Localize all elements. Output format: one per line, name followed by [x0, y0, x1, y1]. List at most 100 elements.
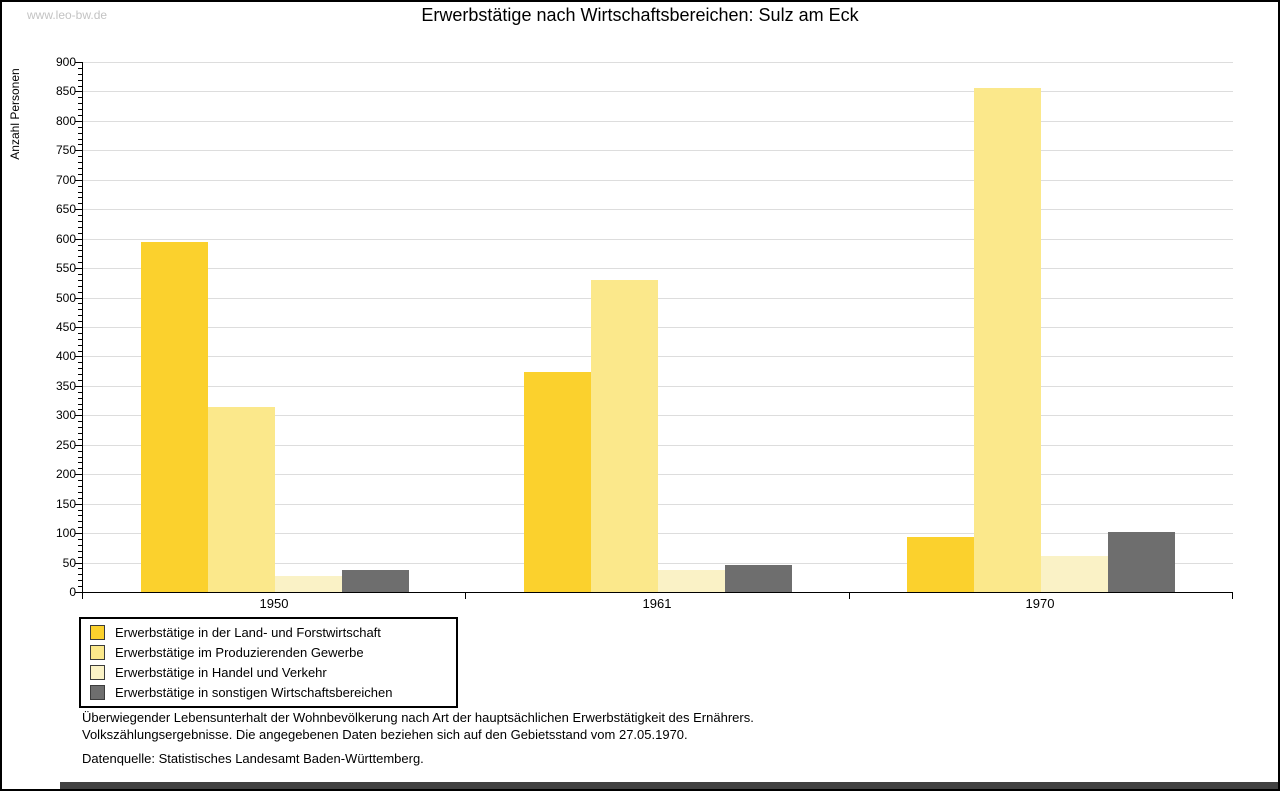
y-minor-tick: [78, 103, 82, 105]
legend-item: Erwerbstätige im Produzierenden Gewerbe: [90, 642, 456, 662]
y-major-tick-0: [75, 592, 82, 593]
y-minor-tick: [78, 486, 82, 487]
legend-swatch-land-forstwirtschaft: [90, 624, 105, 640]
y-minor-tick: [78, 309, 82, 311]
y-major-tick-50: [75, 562, 82, 564]
y-tick-label-100: 100: [55, 526, 76, 541]
y-minor-tick: [78, 527, 82, 529]
y-minor-tick: [78, 397, 82, 399]
y-major-tick-500: [75, 297, 82, 299]
bar-1961-series1: [524, 371, 591, 592]
y-minor-tick: [78, 338, 82, 340]
y-minor-tick: [78, 156, 82, 158]
y-minor-tick: [78, 497, 82, 499]
y-major-tick-800: [75, 120, 82, 122]
y-tick-label-0: 0: [69, 585, 76, 599]
y-minor-tick: [78, 362, 82, 364]
y-minor-tick: [78, 450, 82, 452]
gridline-300: [83, 415, 1233, 417]
gridline-750: [83, 150, 1233, 152]
gridline-700: [83, 179, 1233, 181]
x-tick-label-1950: 1950: [259, 596, 289, 611]
gridline-900: [83, 62, 1233, 63]
y-minor-tick: [78, 491, 82, 493]
y-minor-tick: [78, 244, 82, 246]
y-minor-tick: [78, 427, 82, 429]
bottom-scrollbar[interactable]: [60, 782, 1278, 789]
y-major-tick-200: [75, 474, 82, 476]
y-tick-label-700: 700: [55, 172, 76, 187]
x-tick-label-1970: 1970: [1025, 596, 1055, 611]
bar-1961-series3: [658, 569, 725, 592]
y-tick-label-150: 150: [55, 496, 76, 511]
y-minor-tick: [78, 291, 82, 293]
footnote-line-2: Volkszählungsergebnisse. Die angegebenen…: [82, 727, 688, 742]
legend-label: Erwerbstätige in sonstigen Wirtschaftsbe…: [115, 684, 393, 700]
y-minor-tick: [78, 403, 82, 405]
y-minor-tick: [78, 279, 82, 281]
bar-1970-series4: [1108, 531, 1176, 592]
y-major-tick-150: [75, 503, 82, 505]
y-minor-tick: [78, 85, 82, 87]
y-minor-tick: [78, 480, 82, 482]
source-note: Datenquelle: Statistisches Landesamt Bad…: [82, 751, 424, 766]
gridline-500: [83, 297, 1233, 299]
x-tick-label-1961: 1961: [642, 596, 672, 611]
y-minor-tick: [78, 274, 82, 275]
gridline-250: [83, 444, 1233, 446]
footnote-line-1: Überwiegender Lebensunterhalt der Wohnbe…: [82, 710, 754, 725]
legend-item: Erwerbstätige in sonstigen Wirtschaftsbe…: [90, 682, 456, 702]
y-minor-tick: [78, 256, 82, 258]
y-minor-tick: [78, 126, 82, 128]
y-minor-tick: [78, 303, 82, 305]
y-tick-label-650: 650: [55, 202, 76, 217]
y-tick-label-750: 750: [55, 143, 76, 158]
y-minor-tick: [78, 203, 82, 205]
y-tick-label-50: 50: [62, 555, 76, 570]
y-minor-tick: [78, 580, 82, 582]
y-minor-tick: [78, 550, 82, 552]
y-minor-tick: [78, 374, 82, 376]
x-tick: [848, 593, 850, 599]
y-tick-label-500: 500: [55, 290, 76, 305]
y-minor-tick: [78, 456, 82, 458]
y-minor-tick: [78, 515, 82, 517]
y-tick-label-350: 350: [55, 378, 76, 393]
y-tick-label-400: 400: [55, 349, 76, 364]
y-minor-tick: [78, 132, 82, 134]
y-minor-tick: [78, 67, 82, 69]
bar-1970-series3: [1041, 556, 1109, 592]
y-tick-label-600: 600: [55, 231, 76, 246]
legend-swatch-sonstige: [90, 684, 105, 700]
y-minor-tick: [78, 250, 82, 252]
y-major-tick-850: [75, 91, 82, 93]
watermark-link[interactable]: www.leo-bw.de: [27, 8, 108, 22]
y-minor-tick: [78, 262, 82, 264]
y-major-tick-100: [75, 533, 82, 535]
legend-swatch-handel-verkehr: [90, 664, 105, 680]
y-tick-label-850: 850: [55, 84, 76, 99]
bar-1970-series2: [974, 87, 1042, 592]
plot-area: [82, 62, 1233, 593]
y-minor-tick: [78, 138, 82, 140]
y-minor-tick: [78, 344, 82, 346]
legend-item: Erwerbstätige in der Land- und Forstwirt…: [90, 622, 456, 642]
gridline-650: [83, 209, 1233, 211]
y-minor-tick: [78, 568, 82, 570]
gridline-100: [83, 533, 1233, 535]
y-tick-label-800: 800: [55, 113, 76, 128]
y-axis-label: Anzahl Personen: [8, 68, 22, 160]
y-minor-tick: [78, 321, 82, 323]
chart-title: Erwerbstätige nach Wirtschaftsbereichen:…: [421, 5, 859, 25]
y-major-tick-650: [75, 209, 82, 211]
y-minor-tick: [78, 315, 82, 317]
y-major-tick-900: [75, 62, 82, 63]
y-minor-tick: [78, 221, 82, 222]
y-minor-tick: [78, 285, 82, 287]
y-minor-tick: [78, 380, 82, 381]
y-major-tick-750: [75, 150, 82, 152]
y-tick-label-900: 900: [55, 55, 76, 69]
legend-item: Erwerbstätige in Handel und Verkehr: [90, 662, 456, 682]
y-tick-label-200: 200: [55, 467, 76, 482]
bar-1950-series1: [140, 241, 208, 592]
